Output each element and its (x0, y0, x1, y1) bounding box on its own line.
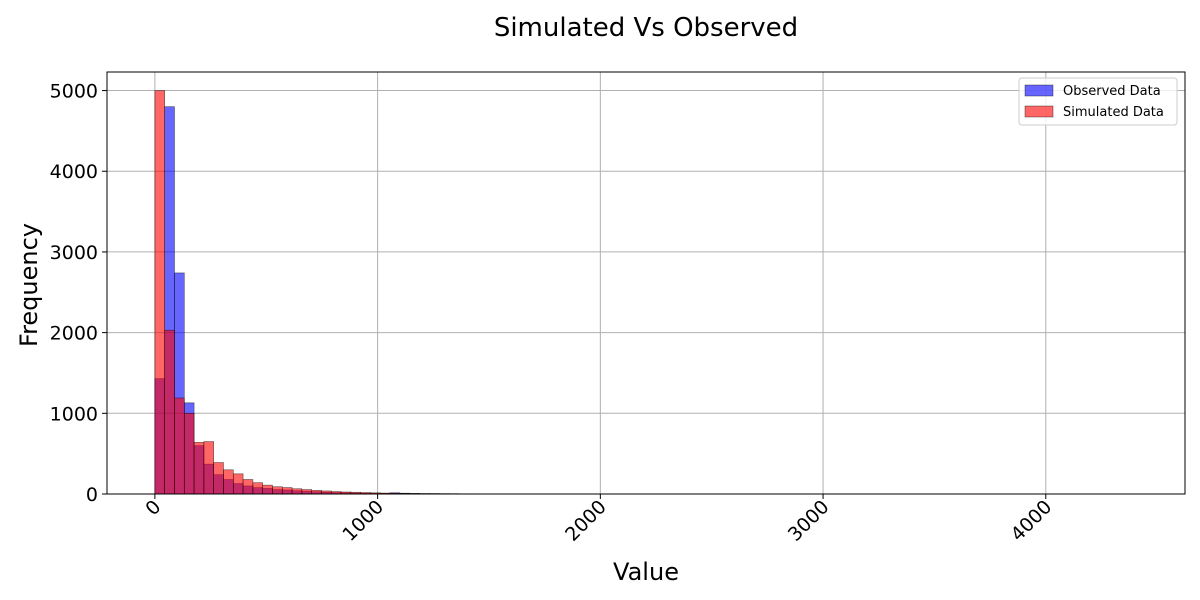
y-axis-label: Frequency (15, 223, 43, 347)
y-tick-label: 4000 (50, 161, 98, 183)
x-tick-label: 4000 (1007, 496, 1057, 546)
histogram-bar (154, 90, 165, 495)
histogram-bar (232, 473, 244, 495)
histogram-bar (301, 489, 312, 495)
series-observed (154, 106, 1136, 495)
y-tick-label: 1000 (50, 403, 98, 425)
plot-frame (106, 71, 1186, 495)
grid-lines (107, 72, 1185, 495)
histogram-bar (193, 442, 205, 495)
histogram-bar (262, 484, 273, 495)
legend-label: Observed Data (1063, 84, 1161, 99)
y-tick-label: 0 (86, 484, 98, 506)
bars-group (154, 90, 1136, 495)
histogram-bar (281, 487, 293, 495)
x-axis-label: Value (613, 558, 679, 586)
y-tick-label: 5000 (50, 81, 98, 103)
histogram-bar (183, 413, 195, 495)
histogram-bar (272, 486, 283, 495)
series-simulated (154, 90, 518, 495)
legend: Observed Data Simulated Data (1018, 77, 1178, 126)
histogram-bar (223, 469, 234, 495)
histogram-bar (291, 488, 303, 495)
legend-label: Simulated Data (1063, 105, 1164, 120)
y-tick-label: 3000 (50, 242, 98, 264)
histogram-bar (242, 479, 254, 495)
x-tick-label: 1000 (338, 496, 388, 546)
legend-swatch (1024, 84, 1054, 97)
x-tick-label: 2000 (561, 496, 611, 546)
x-tick-label: 3000 (784, 496, 834, 546)
histogram-bar (213, 462, 224, 495)
legend-swatch (1024, 105, 1054, 118)
chart-title: Simulated Vs Observed (494, 13, 798, 43)
histogram-bar (164, 329, 175, 495)
histogram-bar (311, 490, 322, 495)
histogram-bar (174, 397, 185, 495)
x-tick-label: 0 (141, 496, 165, 520)
histogram-bar (203, 441, 214, 495)
y-tick-label: 2000 (50, 323, 98, 345)
legend-box (1018, 77, 1178, 126)
histogram-bar (252, 482, 263, 495)
